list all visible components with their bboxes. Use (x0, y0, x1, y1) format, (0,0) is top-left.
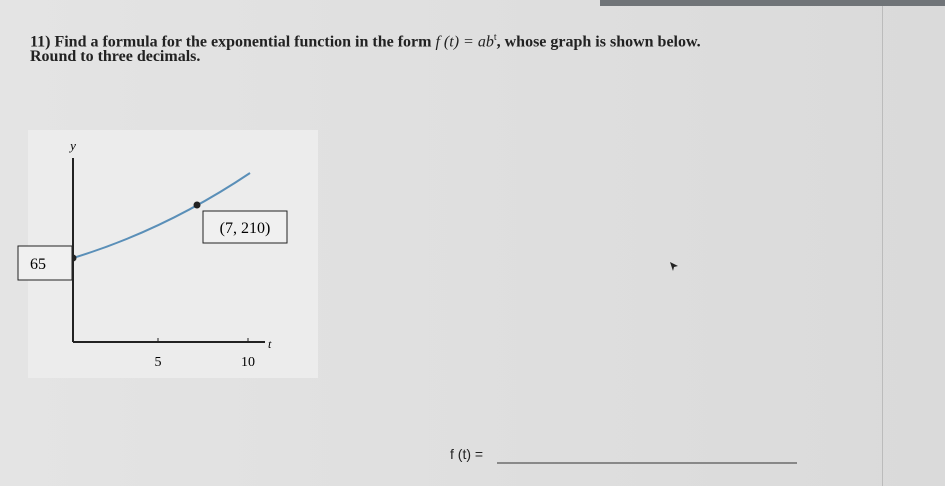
formula-exponent: t (493, 32, 497, 43)
top-bar (600, 0, 945, 6)
x-tick-label: 10 (241, 355, 255, 370)
y-label: y (68, 138, 76, 153)
right-border (882, 6, 883, 486)
answer-label: f (t) = (450, 446, 484, 462)
question-text-after: , whose graph is shown below. (496, 33, 701, 51)
question-text: 11) Find a formula for the exponential f… (30, 33, 432, 51)
graph-background (28, 130, 318, 378)
x-tick-label: 5 (155, 355, 162, 370)
question: 11) Find a formula for the exponential f… (30, 32, 701, 51)
intercept-label-box (17, 245, 73, 281)
point (193, 201, 201, 209)
instruction: Round to three decimals. (30, 48, 201, 65)
curve (72, 172, 251, 259)
point-label: (7, 210) (220, 220, 271, 237)
formula: f (t) = ab (435, 33, 494, 51)
point-label-box (202, 210, 288, 244)
cursor (670, 262, 678, 271)
x-label: t (268, 337, 272, 351)
intercept-label: 65 (30, 256, 46, 273)
